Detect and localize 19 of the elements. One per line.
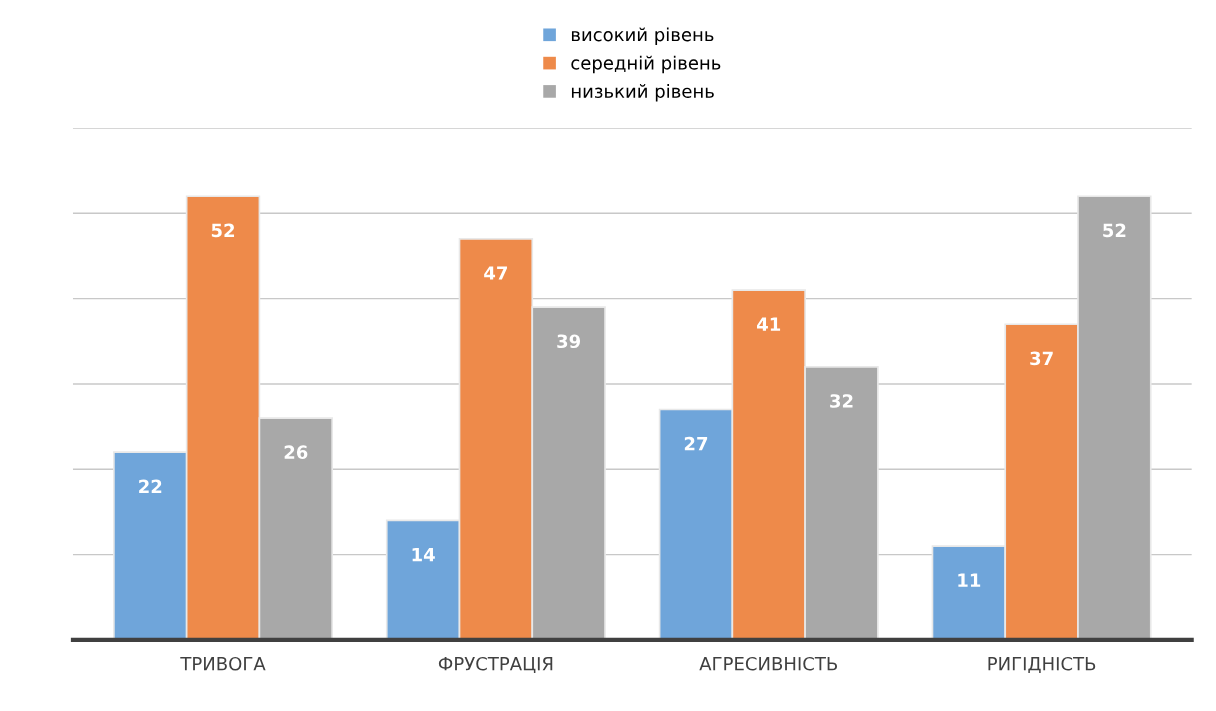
x-tick-label: ТРИВОГА (180, 656, 266, 671)
data-label: 11 (958, 573, 981, 587)
data-label: 27 (684, 436, 708, 451)
legend-label: високий рівень (571, 27, 714, 45)
x-tick-label: ФРУСТРАЦІЯ (438, 656, 553, 674)
data-label: 22 (139, 479, 162, 493)
data-label: 39 (557, 334, 581, 349)
data-label: 14 (412, 547, 435, 562)
data-label: 52 (211, 223, 235, 238)
data-label: 26 (284, 445, 308, 460)
x-tick-label: АГРЕСИВНІСТЬ (699, 656, 838, 671)
data-label: 41 (757, 317, 781, 331)
x-tick-label: РИГІДНІСТЬ (988, 656, 1096, 674)
data-label: 37 (1030, 351, 1053, 366)
data-label: 32 (830, 394, 853, 408)
legend-label: середній рівень (571, 55, 721, 74)
data-label: 47 (484, 266, 508, 280)
legend-label: низький рівень (571, 84, 714, 102)
data-label: 52 (1103, 223, 1126, 238)
